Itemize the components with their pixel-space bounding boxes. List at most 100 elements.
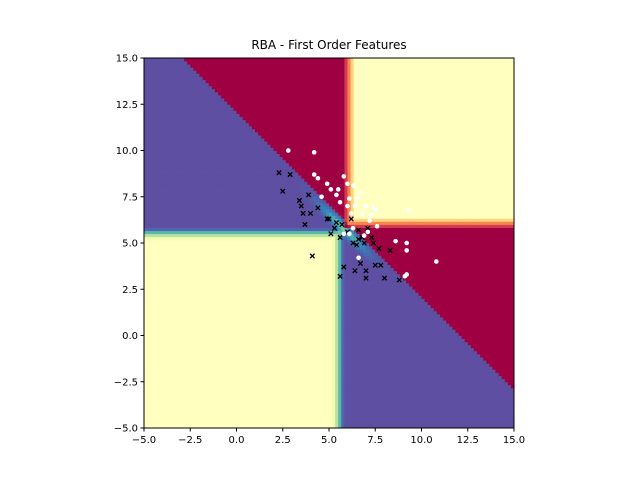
heatmap-cell bbox=[214, 233, 219, 238]
heatmap-cell bbox=[251, 113, 256, 117]
heatmap-cell bbox=[239, 270, 244, 275]
heatmap-cell bbox=[190, 125, 194, 130]
heatmap-cell bbox=[239, 421, 244, 426]
heatmap-cell bbox=[184, 116, 188, 121]
heatmap-cell bbox=[236, 128, 240, 133]
heatmap-cell bbox=[144, 215, 148, 219]
heatmap-cell bbox=[261, 67, 265, 71]
heatmap-cell bbox=[196, 85, 200, 90]
heatmap-cell bbox=[171, 304, 176, 309]
heatmap-cell bbox=[174, 239, 179, 244]
heatmap-cell bbox=[230, 104, 234, 108]
heatmap-cell bbox=[181, 101, 185, 105]
heatmap-cell bbox=[245, 335, 250, 339]
heatmap-cell bbox=[202, 61, 207, 65]
heatmap-cell bbox=[224, 295, 228, 299]
heatmap-cell bbox=[264, 304, 268, 309]
heatmap-cell bbox=[261, 95, 265, 99]
heatmap-cell bbox=[202, 193, 207, 198]
heatmap-cell bbox=[236, 202, 240, 207]
heatmap-cell bbox=[208, 82, 213, 87]
heatmap-cell bbox=[227, 320, 231, 324]
heatmap-cell bbox=[239, 397, 244, 401]
heatmap-cell bbox=[242, 141, 247, 145]
heatmap-cell bbox=[221, 323, 225, 327]
heatmap-cell bbox=[230, 391, 234, 395]
heatmap-cell bbox=[147, 91, 151, 96]
heatmap-cell bbox=[248, 82, 253, 87]
heatmap-cell bbox=[171, 61, 176, 65]
heatmap-cell bbox=[156, 323, 160, 327]
heatmap-cell bbox=[258, 252, 262, 256]
heatmap-cell bbox=[165, 400, 170, 404]
heatmap-cell bbox=[264, 138, 268, 142]
heatmap-cell bbox=[153, 255, 157, 259]
heatmap-cell bbox=[199, 313, 203, 318]
heatmap-cell bbox=[171, 85, 176, 90]
heatmap-cell bbox=[193, 338, 197, 343]
heatmap-cell bbox=[239, 310, 244, 315]
heatmap-cell bbox=[187, 239, 191, 244]
heatmap-cell bbox=[156, 132, 160, 136]
heatmap-cell bbox=[190, 270, 194, 275]
heatmap-cell bbox=[168, 150, 173, 154]
heatmap-cell bbox=[159, 270, 163, 275]
heatmap-cell bbox=[193, 67, 197, 71]
heatmap-cell bbox=[181, 412, 185, 417]
heatmap-cell bbox=[218, 58, 222, 62]
heatmap-cell bbox=[221, 218, 225, 222]
heatmap-cell bbox=[150, 162, 154, 167]
heatmap-cell bbox=[174, 412, 179, 417]
heatmap-cell bbox=[245, 394, 250, 398]
heatmap-cell bbox=[162, 236, 166, 241]
heatmap-cell bbox=[236, 366, 240, 370]
heatmap-cell bbox=[239, 378, 244, 383]
heatmap-cell bbox=[162, 58, 166, 62]
heatmap-cell bbox=[227, 107, 231, 111]
heatmap-cell bbox=[218, 206, 222, 210]
heatmap-cell bbox=[199, 159, 203, 164]
heatmap-cell bbox=[144, 326, 148, 330]
heatmap-cell bbox=[205, 335, 210, 339]
heatmap-cell bbox=[171, 193, 176, 198]
heatmap-cell bbox=[144, 162, 148, 167]
heatmap-cell bbox=[239, 317, 244, 321]
heatmap-cell bbox=[264, 101, 268, 105]
heatmap-cell bbox=[224, 421, 228, 426]
heatmap-cell bbox=[258, 135, 262, 139]
heatmap-cell bbox=[261, 298, 265, 302]
heatmap-cell bbox=[233, 335, 237, 339]
heatmap-cell bbox=[245, 181, 250, 185]
heatmap-cell bbox=[144, 369, 148, 373]
heatmap-cell bbox=[242, 218, 247, 222]
heatmap-cell bbox=[153, 132, 157, 136]
heatmap-cell bbox=[214, 85, 219, 90]
heatmap-cell bbox=[239, 144, 244, 148]
heatmap-cell bbox=[150, 338, 154, 343]
heatmap-cell bbox=[214, 181, 219, 185]
heatmap-cell bbox=[264, 360, 268, 364]
heatmap-cell bbox=[156, 116, 160, 121]
heatmap-cell bbox=[224, 384, 228, 389]
heatmap-cell bbox=[227, 375, 231, 380]
heatmap-cell bbox=[184, 209, 188, 213]
heatmap-cell bbox=[224, 199, 228, 204]
heatmap-cell bbox=[147, 209, 151, 213]
heatmap-cell bbox=[218, 255, 222, 259]
heatmap-cell bbox=[227, 403, 231, 407]
heatmap-cell bbox=[177, 320, 182, 324]
heatmap-cell bbox=[156, 391, 160, 395]
heatmap-cell bbox=[255, 320, 259, 324]
heatmap-cell bbox=[261, 116, 265, 121]
heatmap-cell bbox=[174, 224, 179, 228]
heatmap-cell bbox=[230, 332, 234, 336]
heatmap-cell bbox=[181, 230, 185, 235]
heatmap-cell bbox=[177, 378, 182, 383]
heatmap-cell bbox=[218, 394, 222, 398]
heatmap-cell bbox=[205, 289, 210, 293]
heatmap-cell bbox=[199, 156, 203, 161]
heatmap-cell bbox=[190, 224, 194, 228]
heatmap-cell bbox=[239, 387, 244, 392]
heatmap-cell bbox=[202, 221, 207, 225]
heatmap-cell bbox=[153, 320, 157, 324]
